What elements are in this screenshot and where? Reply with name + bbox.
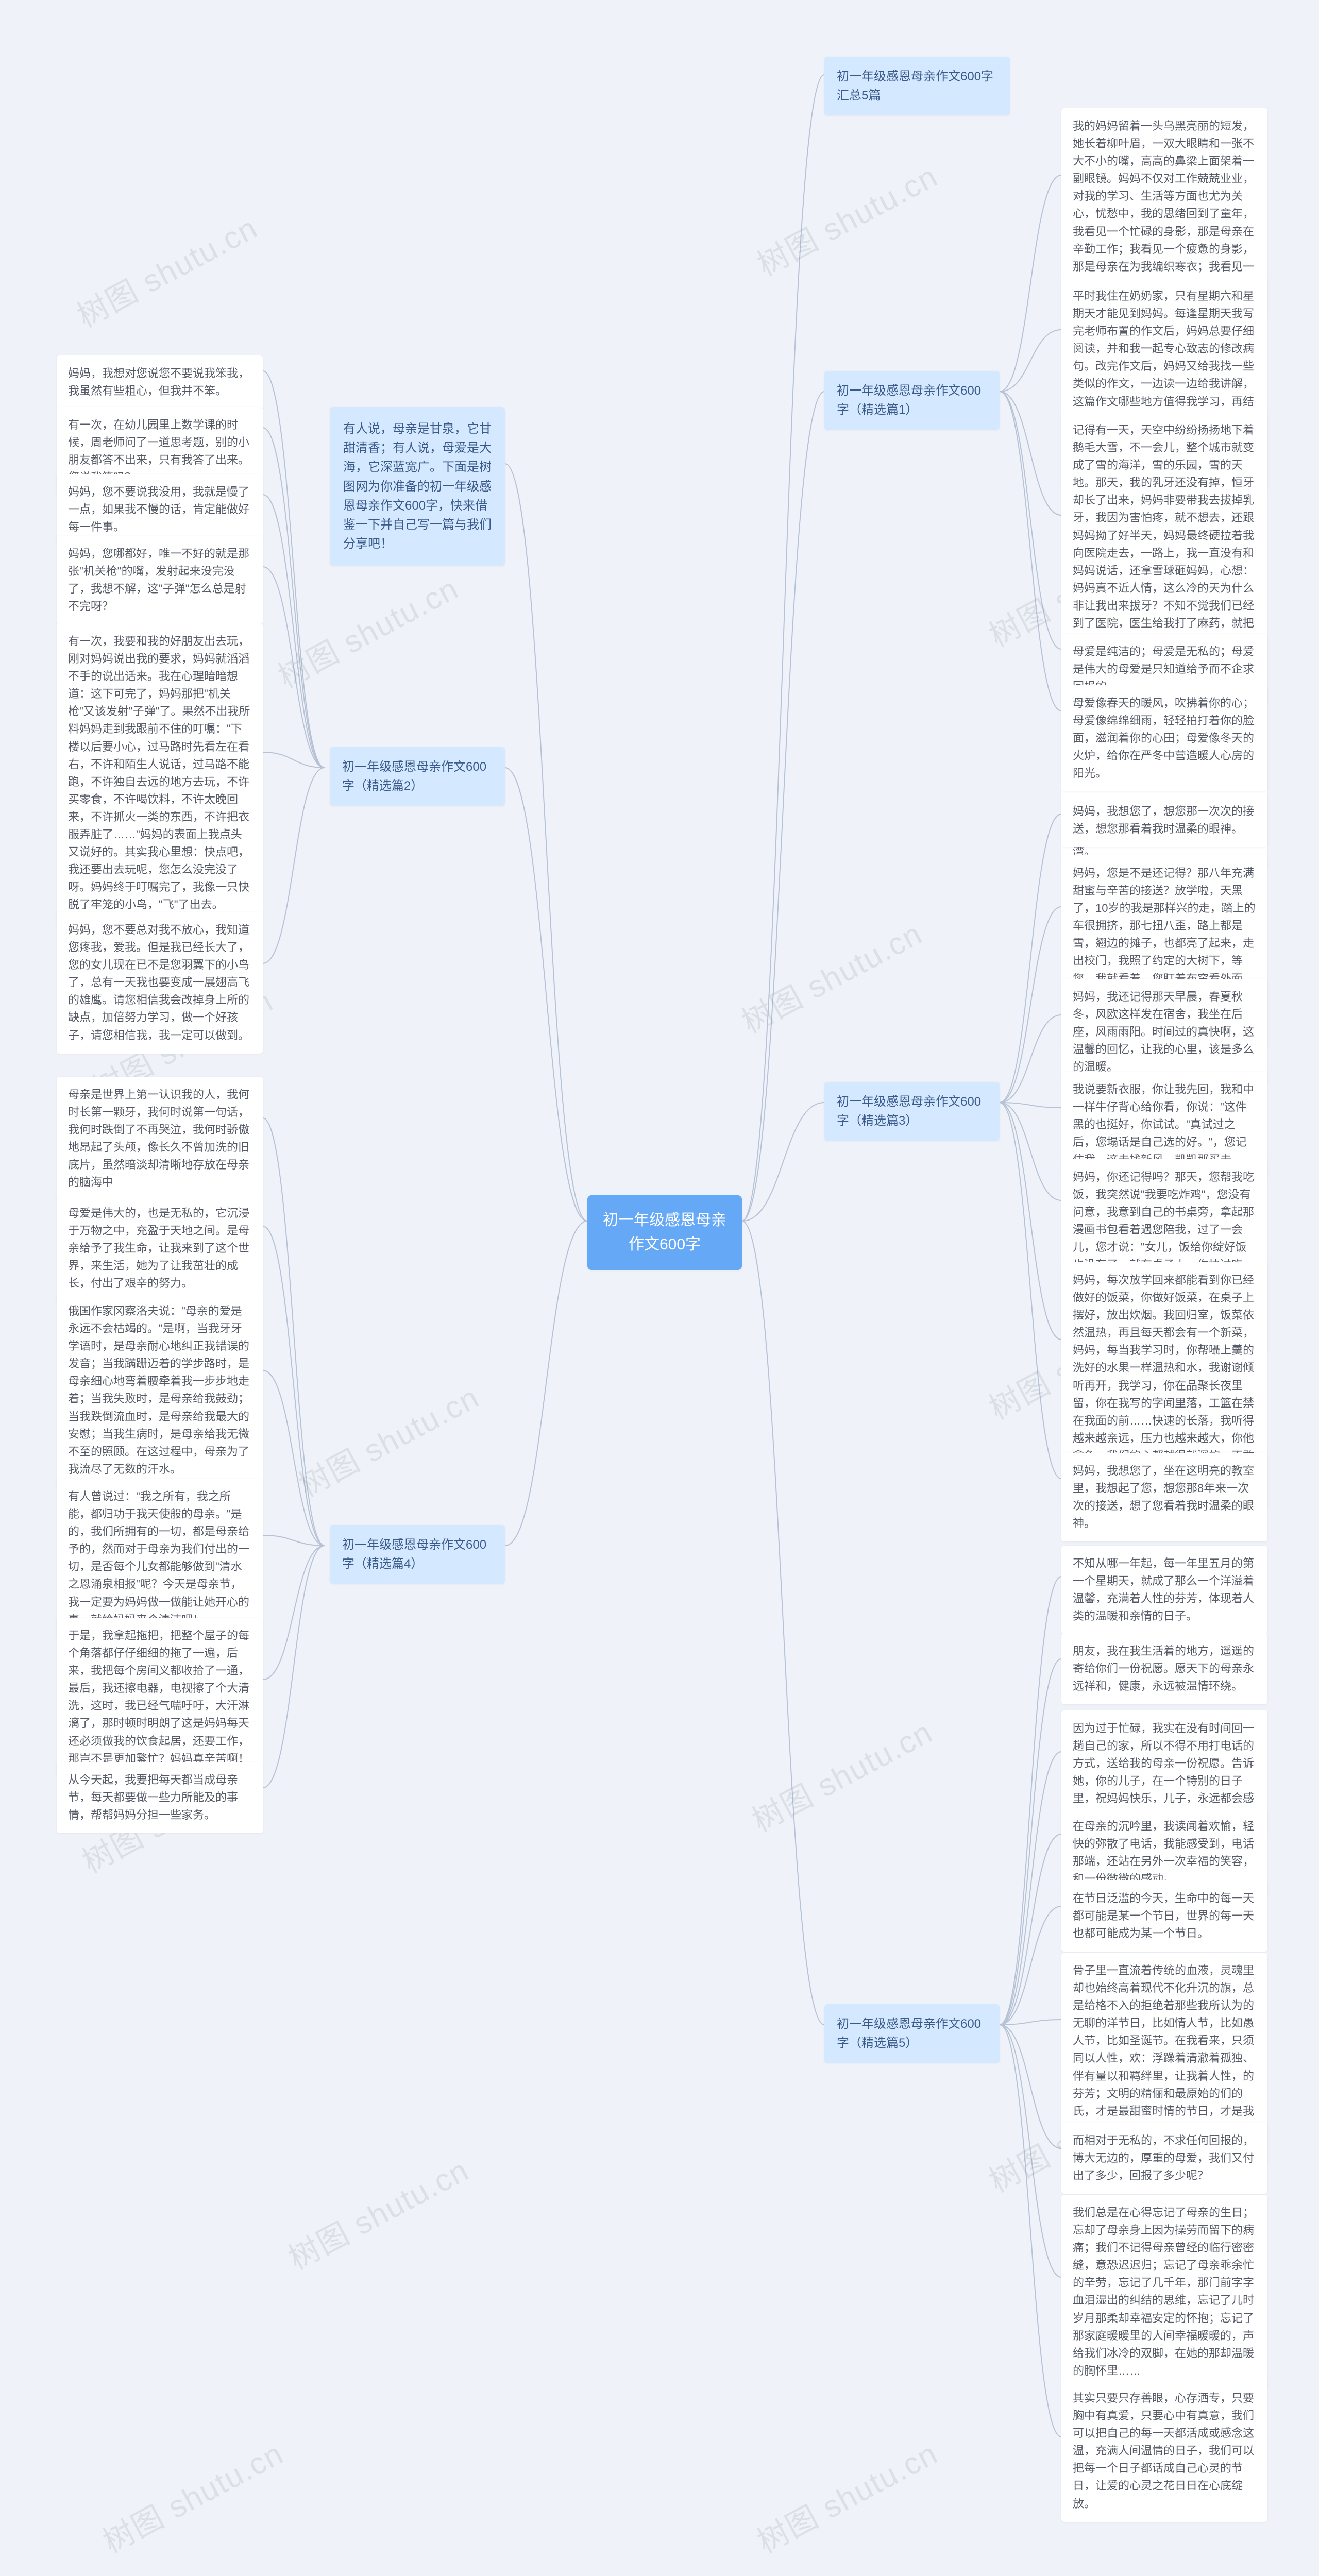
branch-b2[interactable]: 初一年级感恩母亲作文600字（精选篇2） xyxy=(330,747,505,806)
leaf-b2-5: 有一次，我要和我的好朋友出去玩，刚对妈妈说出我的要求，妈妈就滔滔不手的说出话来。… xyxy=(57,623,263,923)
leaf-b2-1: 妈妈，我想对您说您不要说我笨我，我虽然有些粗心，但我并不笨。 xyxy=(57,355,263,409)
intro-node: 有人说，母亲是甘泉，它甘甜清香；有人说，母爱是大海，它深蓝宽广。下面是树图网为你… xyxy=(330,407,505,566)
leaf-b5-2: 朋友，我在我生活着的地方，遥遥的寄给你们一份祝愿。愿天下的母亲永远祥和，健康，永… xyxy=(1061,1633,1267,1704)
leaf-b5-8: 我们总是在心得忘记了母亲的生日；忘却了母亲身上因为操劳而留下的病痛；我们不记得母… xyxy=(1061,2195,1267,2389)
leaf-b4-3: 俄国作家冈察洛夫说："母亲的爱是永远不会枯竭的。"是啊，当我牙牙学语时，是母亲耐… xyxy=(57,1293,263,1487)
watermark: 树图 shutu.cn xyxy=(748,152,944,285)
watermark: 树图 shutu.cn xyxy=(68,204,264,336)
watermark: 树图 shutu.cn xyxy=(269,564,465,697)
leaf-b5-1: 不知从哪一年起，每一年里五月的第一个星期天，就成了那么一个洋溢着温馨，充满着人性… xyxy=(1061,1546,1267,1634)
summary-node[interactable]: 初一年级感恩母亲作文600字汇总5篇 xyxy=(824,57,1010,115)
leaf-b1-5: 母爱像春天的暖风，吹拂着你的心；母爱像绵绵细雨，轻轻拍打着你的脸面，滋润着你的心… xyxy=(1061,685,1267,791)
leaf-b5-9: 其实只要只存善眼，心存洒专，只要胸中有真爱，只要心中有真意，我们可以把自己的每一… xyxy=(1061,2380,1267,2522)
watermark: 树图 shutu.cn xyxy=(94,2429,290,2562)
leaf-b4-4: 有人曾说过："我之所有，我之所能，都归功于我天使般的母亲。"是的，我们所拥有的一… xyxy=(57,1479,263,1638)
leaf-b4-5: 于是，我拿起拖把，把整个屋子的每个角落都仔仔细细的拖了一遍，后来，我把每个房间义… xyxy=(57,1618,263,1777)
leaf-b5-5: 在节日泛滥的今天，生命中的每一天都可能是某一个节日，世界的每一天也都可能成为某一… xyxy=(1061,1880,1267,1952)
leaf-b3-1: 妈妈，我想您了，想您那一次次的接送，想您那看着我时温柔的眼神。 xyxy=(1061,793,1267,847)
leaf-b5-7: 而相对于无私的，不求任何回报的，博大无边的，厚重的母爱，我们又付出了多少，回报了… xyxy=(1061,2123,1267,2194)
leaf-b4-1: 母亲是世界上第一认识我的人，我何时长第一颗牙，我何时说第一句话，我何时跌倒了不再… xyxy=(57,1077,263,1201)
leaf-b3-7: 妈妈，我想您了，坐在这明亮的教室里，我想起了您，想您那8年来一次次的接送，想了您… xyxy=(1061,1453,1267,1541)
watermark: 树图 shutu.cn xyxy=(748,2429,944,2562)
leaf-b2-6: 妈妈，您不要总对我不放心，我知道您疼我，爱我。但是我已经长大了，您的女儿现在已不… xyxy=(57,912,263,1054)
leaf-b2-4: 妈妈，您哪都好，唯一不好的就是那张"机关枪"的嘴，发射起来没完没了，我想不解，这… xyxy=(57,536,263,624)
root-node[interactable]: 初一年级感恩母亲作文600字 xyxy=(587,1195,742,1270)
branch-b5[interactable]: 初一年级感恩母亲作文600字（精选篇5） xyxy=(824,2004,1000,2063)
branch-b3[interactable]: 初一年级感恩母亲作文600字（精选篇3） xyxy=(824,1082,1000,1141)
leaf-b4-2: 母爱是伟大的，也是无私的，它沉浸于万物之中，充盈于天地之间。是母亲给予了我生命，… xyxy=(57,1195,263,1301)
leaf-b3-3: 妈妈，我还记得那天早晨，春夏秋冬，风欧这样发在宿舍，我坐在后座，风雨雨阳。时间过… xyxy=(1061,979,1267,1085)
leaf-b4-6: 从今天起，我要把每天都当成母亲节，每天都要做一些力所能及的事情，帮帮妈妈分担一些… xyxy=(57,1762,263,1833)
watermark: 树图 shutu.cn xyxy=(733,909,929,1042)
branch-b1[interactable]: 初一年级感恩母亲作文600字（精选篇1） xyxy=(824,371,1000,430)
watermark: 树图 shutu.cn xyxy=(290,1373,486,1506)
watermark: 树图 shutu.cn xyxy=(743,1708,939,1841)
branch-b4[interactable]: 初一年级感恩母亲作文600字（精选篇4） xyxy=(330,1525,505,1584)
leaf-b2-3: 妈妈，您不要说我没用，我就是慢了一点，如果我不慢的话，肯定能做好每一件事。 xyxy=(57,474,263,545)
watermark: 树图 shutu.cn xyxy=(279,2146,476,2279)
